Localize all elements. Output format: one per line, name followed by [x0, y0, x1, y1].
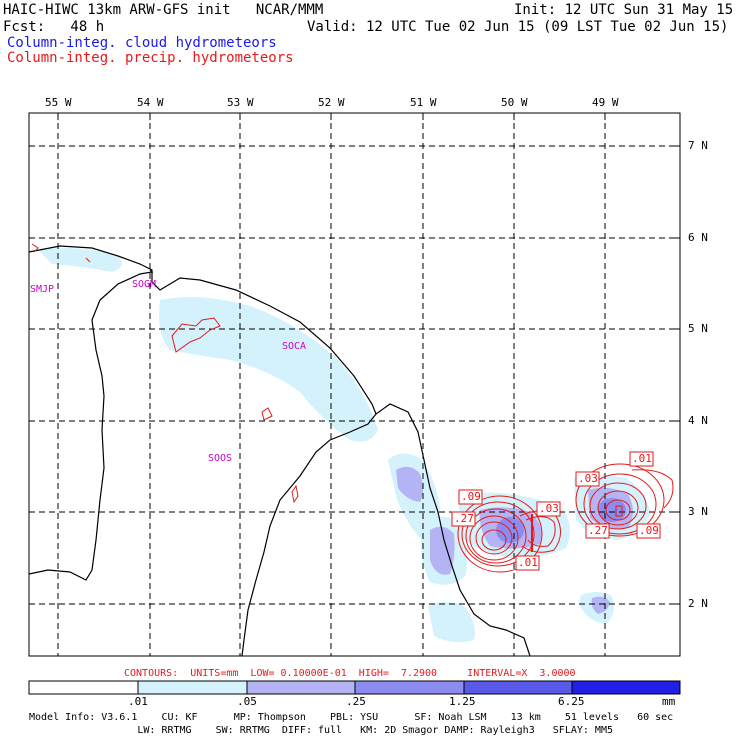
coastline: [28, 245, 531, 657]
lat-label: 6 N: [688, 231, 708, 244]
contour-label: .01: [632, 452, 652, 465]
lon-label: 51 W: [410, 96, 437, 109]
lon-label: 53 W: [227, 96, 254, 109]
legend-cloud: Column-integ. cloud hydrometeors: [7, 35, 277, 51]
grid-ticks: [57, 113, 680, 605]
station-label: SOGM: [132, 279, 157, 290]
colorbar: [28, 680, 681, 695]
contour-label: .27: [588, 524, 608, 537]
contour-label: .03: [578, 472, 598, 485]
lat-label: 5 N: [688, 322, 708, 335]
contour-label: .27: [454, 512, 474, 525]
lon-label: 49 W: [592, 96, 619, 109]
colorbar-tick: 1.25: [449, 695, 476, 708]
lon-label: 52 W: [318, 96, 345, 109]
lat-lon-grid: [29, 113, 680, 656]
lat-label: 3 N: [688, 505, 708, 518]
colorbar-tick: .25: [346, 695, 366, 708]
colorbar-tick: .01: [128, 695, 148, 708]
model-title: HAIC-HIWC 13km ARW-GFS init NCAR/MMM: [3, 2, 324, 18]
model-info-line-1: Model Info: V3.6.1 CU: KF MP: Thompson P…: [29, 712, 674, 723]
contours-info: CONTOURS: UNITS=mm LOW= 0.10000E-01 HIGH…: [124, 668, 576, 679]
lon-label: 50 W: [501, 96, 528, 109]
lon-label: 54 W: [137, 96, 164, 109]
station-label: SMJP: [30, 284, 55, 295]
valid-time: Valid: 12 UTC Tue 02 Jun 15 (09 LST Tue …: [307, 19, 729, 35]
lat-label: 7 N: [688, 139, 708, 152]
station-label: SOOS: [208, 453, 233, 464]
lat-label: 2 N: [688, 597, 708, 610]
forecast-hour: Fcst: 48 h: [3, 19, 105, 35]
lon-label: 55 W: [45, 96, 72, 109]
init-time: Init: 12 UTC Sun 31 May 15: [514, 2, 734, 18]
contour-label: .09: [639, 524, 659, 537]
contour-label: .03: [539, 502, 559, 515]
colorbar-unit: mm: [662, 695, 676, 708]
contour-label: .01: [518, 556, 538, 569]
lat-label: 4 N: [688, 414, 708, 427]
model-info-line-2: LW: RRTMG SW: RRTMG DIFF: full KM: 2D Sm…: [29, 725, 613, 736]
contour-label: .09: [461, 490, 481, 503]
colorbar-tick: 6.25: [558, 695, 585, 708]
legend-precip: Column-integ. precip. hydrometeors: [7, 50, 294, 66]
colorbar-tick: .05: [237, 695, 257, 708]
contour-label-boxes: [451, 451, 661, 571]
station-label: SOCA: [282, 341, 307, 352]
